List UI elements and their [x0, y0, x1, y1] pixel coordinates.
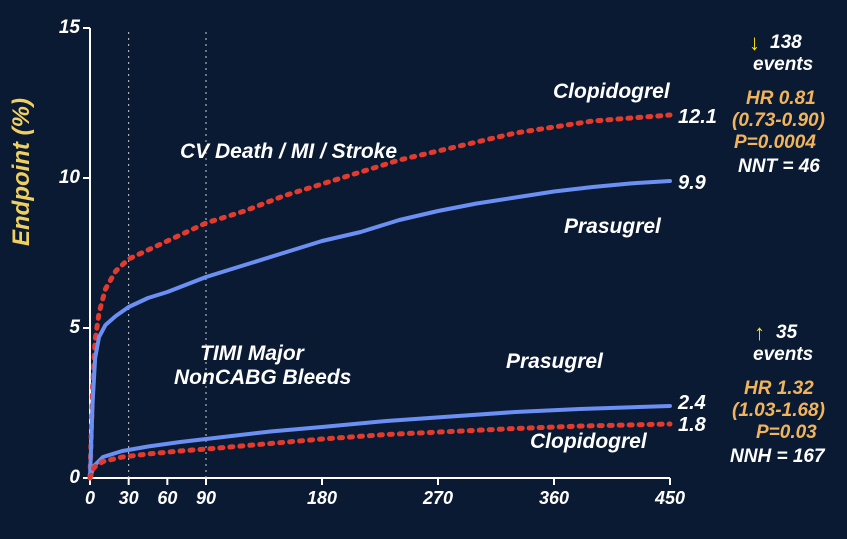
prasugrel-efficacy-endvalue: 9.9	[678, 172, 706, 195]
chart-stage: Endpoint (%) 051015 0306090180270360450 …	[0, 0, 847, 539]
efficacy-ci: (0.73-0.90)	[732, 110, 825, 132]
plot-svg	[0, 0, 847, 539]
x-tick-label: 180	[292, 488, 352, 509]
efficacy-events-label: events	[753, 54, 813, 76]
bleed-p: P=0.03	[756, 422, 817, 444]
efficacy-nnt: NNT = 46	[738, 156, 820, 178]
bleed-endpoint-title-l2: NonCABG Bleeds	[174, 366, 351, 390]
efficacy-endpoint-title: CV Death / MI / Stroke	[180, 140, 397, 164]
efficacy-arrow-icon: ↓	[749, 30, 760, 56]
bleed-hr: HR 1.32	[744, 378, 814, 400]
bleed-arrow-icon: ↑	[754, 320, 765, 346]
bleed-nnh: NNH = 167	[730, 446, 825, 468]
y-tick-label: 10	[40, 167, 80, 189]
bleed-ci: (1.03-1.68)	[732, 400, 825, 422]
prasugrel-efficacy-label: Prasugrel	[564, 215, 661, 239]
clopidogrel-efficacy-label: Clopidogrel	[553, 80, 670, 104]
bleed-events-count: 35	[776, 322, 797, 344]
x-tick-label: 270	[408, 488, 468, 509]
efficacy-events-count: 138	[770, 32, 802, 54]
x-tick-label: 360	[524, 488, 584, 509]
x-tick-label: 450	[640, 488, 700, 509]
bleed-endpoint-title-l1: TIMI Major	[200, 342, 304, 366]
clopidogrel-bleed-label: Clopidogrel	[530, 430, 647, 454]
x-tick-label: 90	[176, 488, 236, 509]
y-tick-label: 5	[40, 317, 80, 339]
y-tick-label: 0	[40, 467, 80, 489]
prasugrel-bleed-label: Prasugrel	[506, 350, 603, 374]
prasugrel-bleed-endvalue: 2.4	[678, 392, 706, 415]
efficacy-p: P=0.0004	[734, 132, 816, 154]
y-tick-label: 15	[40, 17, 80, 39]
clopidogrel-bleed-endvalue: 1.8	[678, 414, 706, 437]
clopidogrel-efficacy-endvalue: 12.1	[678, 106, 717, 129]
efficacy-hr: HR 0.81	[746, 88, 816, 110]
bleed-events-label: events	[753, 344, 813, 366]
